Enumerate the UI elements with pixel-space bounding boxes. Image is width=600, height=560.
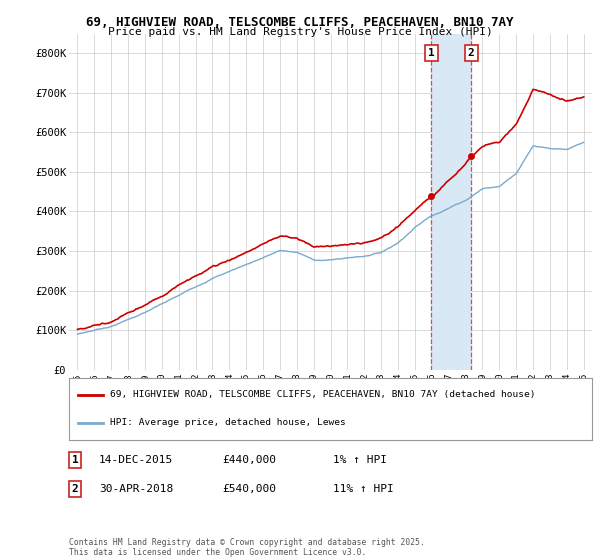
Text: 1: 1 <box>71 455 79 465</box>
Text: Contains HM Land Registry data © Crown copyright and database right 2025.
This d: Contains HM Land Registry data © Crown c… <box>69 538 425 557</box>
Text: 2: 2 <box>468 48 475 58</box>
Text: 69, HIGHVIEW ROAD, TELSCOMBE CLIFFS, PEACEHAVEN, BN10 7AY: 69, HIGHVIEW ROAD, TELSCOMBE CLIFFS, PEA… <box>86 16 514 29</box>
Text: 1: 1 <box>428 48 434 58</box>
Text: 11% ↑ HPI: 11% ↑ HPI <box>333 484 394 494</box>
Text: £440,000: £440,000 <box>222 455 276 465</box>
Text: £540,000: £540,000 <box>222 484 276 494</box>
Text: 30-APR-2018: 30-APR-2018 <box>99 484 173 494</box>
Text: 2: 2 <box>71 484 79 494</box>
Text: 1% ↑ HPI: 1% ↑ HPI <box>333 455 387 465</box>
Text: 69, HIGHVIEW ROAD, TELSCOMBE CLIFFS, PEACEHAVEN, BN10 7AY (detached house): 69, HIGHVIEW ROAD, TELSCOMBE CLIFFS, PEA… <box>110 390 535 399</box>
Text: 14-DEC-2015: 14-DEC-2015 <box>99 455 173 465</box>
Bar <box>431 34 471 370</box>
Text: HPI: Average price, detached house, Lewes: HPI: Average price, detached house, Lewe… <box>110 418 346 427</box>
Text: Price paid vs. HM Land Registry's House Price Index (HPI): Price paid vs. HM Land Registry's House … <box>107 27 493 37</box>
